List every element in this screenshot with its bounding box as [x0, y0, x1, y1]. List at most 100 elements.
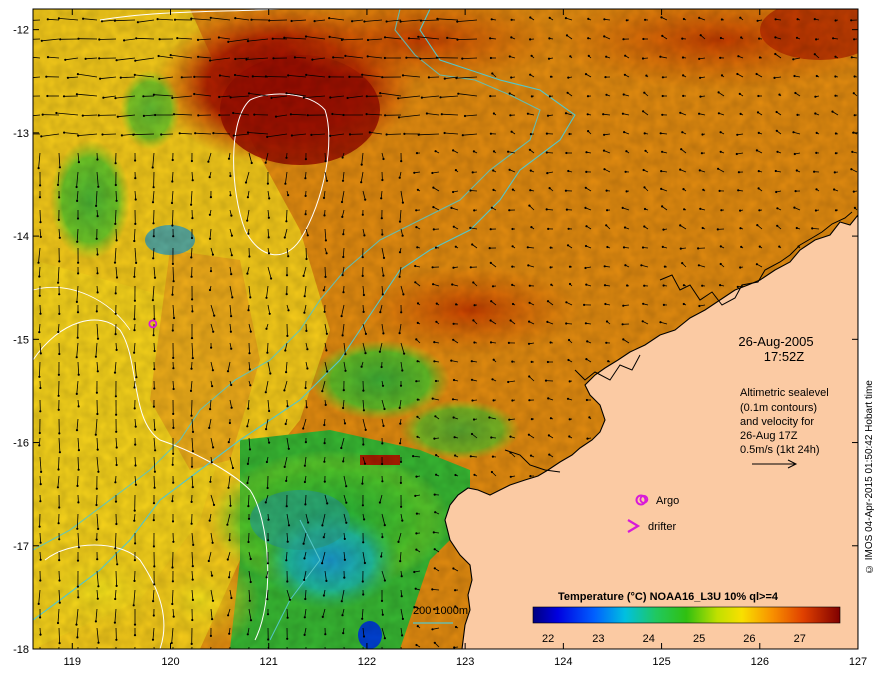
velocity-arrow-head — [758, 38, 760, 40]
velocity-arrow-head — [527, 246, 529, 248]
velocity-arrow-head — [45, 76, 47, 78]
velocity-arrow-head — [367, 39, 369, 41]
velocity-arrow-head — [550, 247, 552, 249]
velocity-arrow-head — [212, 132, 214, 134]
velocity-arrow-head — [416, 416, 418, 418]
velocity-arrow-head — [835, 19, 837, 21]
velocity-arrow-head — [230, 215, 232, 217]
velocity-arrow-head — [758, 132, 760, 134]
colorbar-tick-label: 24 — [643, 633, 655, 645]
velocity-arrow — [249, 533, 250, 542]
velocity-arrow-head — [115, 313, 117, 315]
velocity-arrow-head — [39, 616, 41, 618]
velocity-arrow-head — [59, 642, 61, 644]
velocity-arrow-head — [76, 636, 78, 638]
velocity-arrow-head — [77, 38, 79, 40]
velocity-arrow-head — [265, 428, 267, 430]
velocity-arrow-head — [434, 415, 436, 417]
velocity-arrow-head — [78, 449, 80, 451]
velocity-arrow-head — [39, 658, 41, 660]
velocity-arrow-head — [210, 347, 212, 349]
velocity-arrow-head — [432, 398, 434, 400]
velocity-arrow-head — [738, 171, 740, 173]
velocity-arrow-head — [285, 220, 287, 222]
velocity-arrow-head — [490, 319, 492, 321]
velocity-arrow-head — [96, 272, 98, 274]
velocity-arrow-head — [134, 159, 136, 161]
velocity-arrow-head — [512, 189, 514, 191]
velocity-arrow-head — [269, 372, 271, 374]
velocity-arrow-head — [135, 198, 137, 200]
velocity-arrow-head — [247, 541, 249, 543]
velocity-arrow-head — [134, 559, 136, 561]
velocity-arrow-head — [548, 37, 550, 39]
velocity-arrow-head — [471, 433, 473, 435]
velocity-arrow-head — [58, 506, 60, 508]
velocity-arrow-head — [400, 311, 402, 313]
velocity-arrow-head — [569, 418, 571, 420]
velocity-arrow — [387, 134, 401, 135]
velocity-arrow-head — [719, 190, 721, 192]
velocity-arrow-head — [528, 375, 530, 377]
lon-tick-label: 125 — [652, 656, 670, 668]
lon-tick-label: 119 — [64, 656, 82, 668]
velocity-arrow-head — [190, 204, 192, 206]
velocity-arrow-head — [453, 379, 455, 381]
velocity-arrow-head — [473, 418, 475, 420]
velocity-arrow-head — [417, 360, 419, 362]
velocity-arrow-head — [397, 97, 399, 99]
velocity-arrow-head — [417, 399, 419, 401]
velocity-arrow-head — [698, 264, 700, 266]
velocity-arrow-head — [605, 224, 607, 226]
velocity-arrow-head — [365, 333, 367, 335]
velocity-arrow-head — [305, 195, 307, 197]
velocity-arrow-head — [39, 634, 41, 636]
velocity-arrow-head — [114, 262, 116, 264]
velocity-arrow-head — [39, 221, 41, 223]
velocity-arrow-head — [530, 133, 532, 135]
velocity-arrow-head — [420, 20, 422, 22]
velocity-arrow-head — [415, 209, 417, 211]
velocity-arrow-head — [679, 224, 681, 226]
velocity-arrow-head — [197, 56, 199, 58]
velocity-arrow-head — [218, 114, 220, 116]
velocity-arrow-head — [797, 18, 799, 20]
velocity-arrow-head — [399, 177, 401, 179]
drifter-label: drifter — [648, 521, 676, 533]
velocity-arrow-head — [97, 291, 99, 293]
velocity-arrow-head — [529, 74, 531, 76]
velocity-arrow-head — [192, 565, 194, 567]
velocity-arrow-head — [305, 213, 307, 215]
velocity-arrow-head — [586, 438, 588, 440]
velocity-arrow-head — [660, 188, 662, 190]
velocity-arrow-head — [454, 454, 456, 456]
velocity-arrow-head — [401, 369, 403, 371]
velocity-arrow-head — [133, 658, 135, 660]
velocity-arrow-head — [367, 55, 369, 57]
velocity-arrow-head — [626, 19, 628, 21]
velocity-arrow-head — [305, 655, 307, 657]
velocity-arrow-head — [382, 332, 384, 334]
velocity-arrow-head — [209, 408, 211, 410]
velocity-arrow-head — [191, 298, 193, 300]
velocity-arrow-head — [190, 415, 192, 417]
velocity-arrow-head — [207, 161, 209, 163]
velocity-arrow-head — [247, 463, 249, 465]
velocity-arrow-head — [40, 559, 42, 561]
velocity-arrow-head — [379, 92, 381, 94]
velocity-arrow-head — [76, 200, 78, 202]
velocity-arrow-head — [381, 655, 383, 657]
velocity-arrow-head — [625, 171, 627, 173]
velocity-arrow-head — [433, 341, 435, 343]
velocity-arrow — [59, 457, 60, 470]
velocity-arrow-head — [40, 135, 42, 137]
velocity-arrow-head — [58, 260, 60, 262]
velocity-arrow-head — [345, 485, 347, 487]
velocity-arrow-head — [58, 313, 60, 315]
velocity-arrow-head — [303, 543, 305, 545]
velocity-arrow-head — [265, 328, 267, 330]
velocity-arrow-head — [172, 263, 174, 265]
velocity-arrow-head — [450, 360, 452, 362]
velocity-arrow-head — [58, 559, 60, 561]
velocity-arrow-head — [453, 226, 455, 228]
